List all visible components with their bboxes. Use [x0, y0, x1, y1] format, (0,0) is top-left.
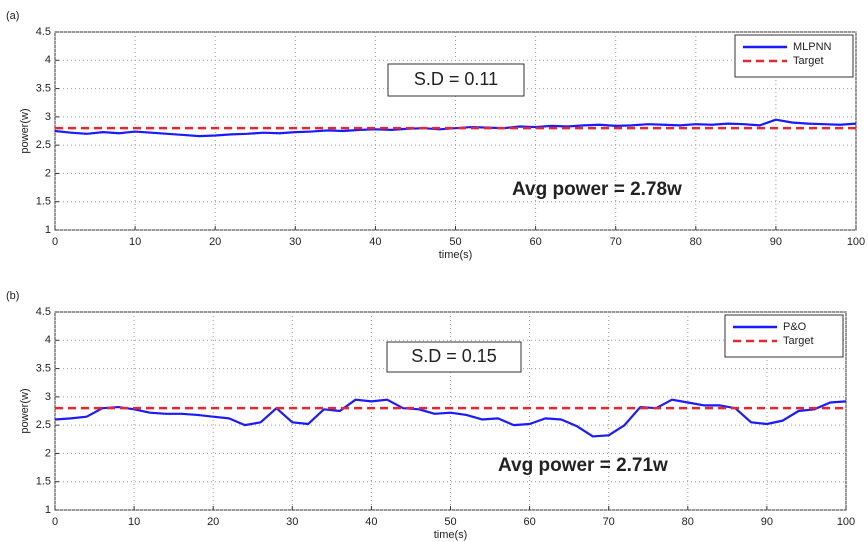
y-tick-label: 4 [45, 54, 51, 66]
panel-label: (b) [6, 290, 19, 302]
sd-annotation: S.D = 0.15 [411, 346, 497, 366]
x-tick-label: 100 [847, 236, 865, 248]
legend-box [734, 34, 854, 78]
x-tick-label: 20 [207, 516, 219, 528]
y-tick-label: 1 [45, 504, 51, 516]
x-tick-label: 0 [52, 516, 58, 528]
x-tick-label: 0 [52, 236, 58, 248]
x-tick-label: 10 [128, 516, 140, 528]
legend-label: MLPNN [793, 41, 832, 53]
y-tick-label: 3 [45, 391, 51, 403]
x-tick-label: 90 [770, 236, 782, 248]
x-tick-label: 10 [129, 236, 141, 248]
x-tick-label: 80 [682, 516, 694, 528]
y-tick-label: 3.5 [36, 362, 51, 374]
x-tick-label: 20 [209, 236, 221, 248]
series-line [54, 398, 847, 438]
y-tick-label: 4 [45, 334, 51, 346]
legend-label: P&O [783, 321, 807, 333]
legend-label: Target [783, 335, 814, 347]
x-tick-label: 40 [365, 516, 377, 528]
x-tick-label: 30 [286, 516, 298, 528]
annotation-box [387, 63, 525, 97]
x-tick-label: 70 [603, 516, 615, 528]
y-tick-label: 2.5 [36, 139, 51, 151]
x-tick-label: 100 [837, 516, 855, 528]
legend-box [724, 314, 844, 358]
y-tick-label: 2.5 [36, 419, 51, 431]
y-tick-label: 2 [45, 167, 51, 179]
y-tick-label: 3.5 [36, 82, 51, 94]
avg-annotation: Avg power = 2.78w [512, 179, 682, 200]
x-axis-label: time(s) [434, 529, 468, 541]
sd-annotation: S.D = 0.11 [414, 69, 498, 89]
x-tick-label: 30 [289, 236, 301, 248]
y-tick-label: 1.5 [36, 196, 51, 208]
avg-annotation: Avg power = 2.71w [498, 455, 668, 476]
series-line [54, 118, 857, 138]
x-axis-label: time(s) [439, 249, 473, 261]
y-tick-label: 2 [45, 447, 51, 459]
y-tick-label: 4.5 [36, 306, 51, 318]
y-axis-label: power(w) [19, 388, 31, 433]
annotation-box [386, 341, 522, 373]
y-tick-label: 1.5 [36, 476, 51, 488]
x-tick-label: 50 [444, 516, 456, 528]
legend-label: Target [793, 55, 824, 67]
panel-label: (a) [6, 10, 19, 22]
x-tick-label: 40 [369, 236, 381, 248]
x-tick-label: 60 [529, 236, 541, 248]
x-tick-label: 50 [449, 236, 461, 248]
x-tick-label: 60 [523, 516, 535, 528]
x-tick-label: 70 [610, 236, 622, 248]
y-tick-label: 4.5 [36, 26, 51, 38]
y-tick-label: 1 [45, 224, 51, 236]
y-tick-label: 3 [45, 111, 51, 123]
x-tick-label: 80 [690, 236, 702, 248]
x-tick-label: 90 [761, 516, 773, 528]
y-axis-label: power(w) [19, 108, 31, 153]
